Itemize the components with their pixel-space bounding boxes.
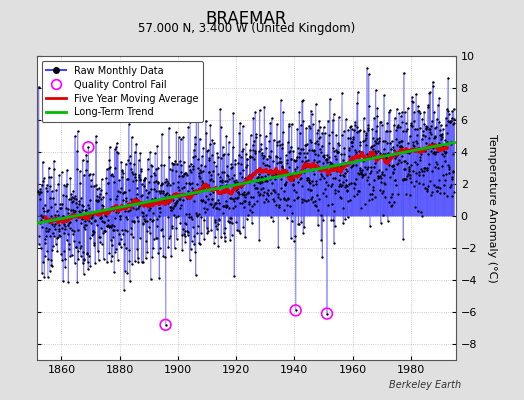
Line: Five Year Moving Average: Five Year Moving Average [46,144,447,223]
Five Year Moving Average [342,163,348,168]
Point [161,322,170,328]
Text: 57.000 N, 3.400 W (United Kingdom): 57.000 N, 3.400 W (United Kingdom) [138,22,355,35]
Five Year Moving Average [285,171,291,176]
Text: Berkeley Earth: Berkeley Earth [389,380,461,390]
Long-Term Trend [264,176,270,181]
Five Year Moving Average [295,174,301,178]
Five Year Moving Average [303,162,309,167]
Raw Monthly Data [83,168,90,173]
Raw Monthly Data [35,188,41,193]
Legend: Raw Monthly Data, Quality Control Fail, Five Year Moving Average, Long-Term Tren: Raw Monthly Data, Quality Control Fail, … [41,61,203,122]
Five Year Moving Average [440,146,446,151]
Point [291,307,300,314]
Raw Monthly Data [40,178,46,183]
Raw Monthly Data [396,157,402,162]
Five Year Moving Average [444,145,450,150]
Five Year Moving Average [55,221,61,226]
Five Year Moving Average [42,214,49,219]
Long-Term Trend [83,211,90,216]
Point [84,144,93,150]
Five Year Moving Average [432,142,438,147]
Long-Term Trend [121,204,127,209]
Long-Term Trend [224,184,230,189]
Point [323,310,331,317]
Raw Monthly Data [224,164,231,169]
Long-Term Trend [451,140,457,145]
Raw Monthly Data [451,116,457,121]
Long-Term Trend [35,221,41,226]
Raw Monthly Data [162,322,169,327]
Line: Long-Term Trend: Long-Term Trend [38,142,454,223]
Text: BRAEMAR: BRAEMAR [205,10,287,28]
Y-axis label: Temperature Anomaly (°C): Temperature Anomaly (°C) [487,134,497,282]
Five Year Moving Average [405,148,411,152]
Line: Raw Monthly Data: Raw Monthly Data [37,67,455,326]
Long-Term Trend [395,151,401,156]
Raw Monthly Data [121,242,127,246]
Long-Term Trend [40,220,46,224]
Raw Monthly Data [265,192,271,197]
Raw Monthly Data [364,66,370,70]
